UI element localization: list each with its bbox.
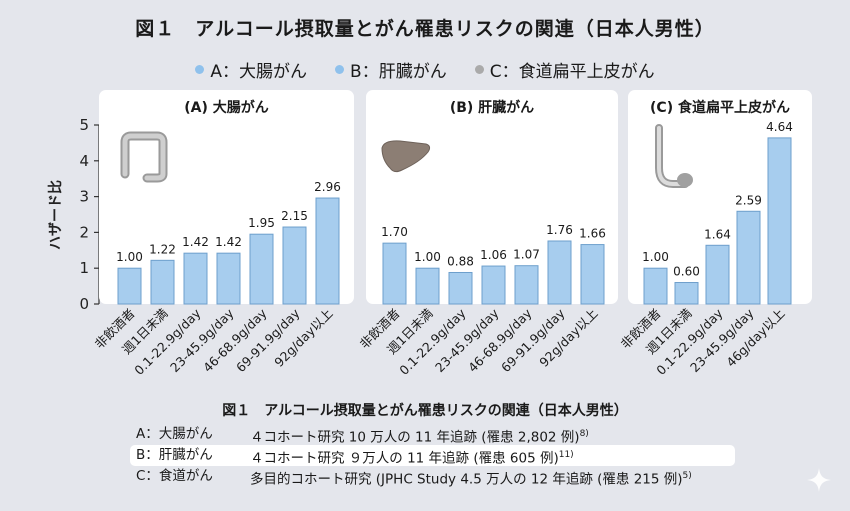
esophagus-highlight [657,126,687,186]
bar [580,244,605,305]
chart-panel-b: (B) 肝臓がん1.70非飲酒者1.00週1日未満0.880.1-22.9g/d… [357,90,618,378]
bar [183,252,208,305]
legend-dot-icon [474,65,484,74]
bar [643,267,668,305]
panel-background [628,90,812,304]
caption-label: C：食道がん [136,468,213,484]
caption-text: ４コホート研究 ９万人の 11 年追跡 (罹患 605 例)11) [250,445,574,470]
bar [448,271,473,305]
y-tick-label: 5 [79,116,89,134]
legend: A：大腸がん B：肝臓がん C：食道扁平上皮がん [0,57,850,82]
data-label: 1.00 [414,250,441,264]
caption-text: 多目的コホート研究 (JPHC Study 4.5 万人の 12 年追跡 (罹患… [250,466,692,491]
data-label: 1.07 [513,248,540,262]
liver-shape [381,140,431,173]
liver-icon [381,140,431,173]
bar [216,252,241,305]
data-label: 1.00 [116,250,143,264]
data-label: 1.06 [480,248,507,262]
bar [315,197,340,305]
bar [249,233,274,305]
bar [150,259,175,305]
legend-item-b: B：肝臓がん [335,57,447,82]
legend-label: A：大腸がん [210,62,308,82]
figure-caption: 図１ アルコール摂取量とがん罹患リスクの関連（日本人男性） A：大腸がん ４コホ… [0,400,850,488]
page-title: 図１ アルコール摂取量とがん罹患リスクの関連（日本人男性） [135,18,715,40]
legend-dot-icon [335,65,345,74]
caption-title: 図１ アルコール摂取量とがん罹患リスクの関連（日本人男性） [222,403,628,419]
colon-icon [120,131,168,183]
bar [547,240,572,305]
data-label: 2.59 [735,193,762,207]
y-tick-label: 1 [79,259,89,277]
caption-ref: 5) [682,471,692,481]
bar [767,137,792,305]
bar [382,242,407,305]
bar [736,210,761,305]
caption-row-c: C：食道がん 多目的コホート研究 (JPHC Study 4.5 万人の 12 … [130,466,735,488]
panel-title: (A) 大腸がん [184,99,269,116]
bar [705,244,730,305]
caption-label: B：肝臓がん [136,447,213,463]
caption-ref: 11) [558,450,574,460]
legend-label: B：肝臓がん [350,62,447,82]
data-label: 2.96 [314,180,341,194]
data-label: 0.60 [673,265,700,279]
caption-ref: 8) [579,429,589,439]
colon-highlight [122,133,166,181]
data-label: 1.95 [248,216,275,230]
y-tick-label: 2 [79,223,89,241]
panel-title: (B) 肝臓がん [450,99,534,116]
y-axis-label: ハザード比 [47,180,64,250]
data-label: 1.22 [149,242,176,256]
y-tick-label: 4 [79,152,89,170]
data-label: 1.42 [182,235,209,249]
bar [514,265,539,305]
data-label: 1.42 [215,235,242,249]
bar [282,226,307,305]
chart-panel-a: (A) 大腸がん1.00非飲酒者1.22週1日未満1.420.1-22.9g/d… [92,90,354,378]
data-label: 1.66 [579,227,606,241]
legend-label: C：食道扁平上皮がん [489,62,655,82]
bar [415,267,440,305]
legend-dot-icon [195,65,205,74]
esophagus-icon [655,124,693,188]
caption-row-b: B：肝臓がん ４コホート研究 ９万人の 11 年追跡 (罹患 605 例)11) [130,445,735,467]
legend-item-a: A：大腸がん [195,57,307,82]
data-label: 0.88 [447,254,474,268]
y-tick-label: 3 [79,188,89,206]
data-label: 1.76 [546,223,573,237]
panel-title: (C) 食道扁平上皮がん [650,99,790,116]
data-label: 1.00 [642,250,669,264]
y-tick-label: 0 [79,295,89,313]
sparkle-icon [807,468,831,492]
caption-body: ４コホート研究 10 万人の 11 年追跡 (罹患 2,802 例) [250,429,580,446]
caption-label: A：大腸がん [136,426,213,442]
caption-body: 多目的コホート研究 (JPHC Study 4.5 万人の 12 年追跡 (罹患… [250,471,683,488]
data-label: 1.70 [381,225,408,239]
legend-item-c: C：食道扁平上皮がん [474,57,655,82]
data-label: 2.15 [281,209,308,223]
chart-panel-c: (C) 食道扁平上皮がん1.00非飲酒者0.60週1日未満1.640.1-22.… [618,90,812,378]
caption-body: ４コホート研究 ９万人の 11 年追跡 (罹患 605 例) [250,450,559,467]
bar [117,267,142,305]
caption-text: ４コホート研究 10 万人の 11 年追跡 (罹患 2,802 例)8) [250,424,589,449]
stomach-shape [677,173,693,187]
caption-row-a: A：大腸がん ４コホート研究 10 万人の 11 年追跡 (罹患 2,802 例… [130,424,735,446]
data-label: 1.64 [704,227,731,241]
data-label: 4.64 [766,120,793,134]
bar [674,282,699,305]
bar [481,265,506,305]
